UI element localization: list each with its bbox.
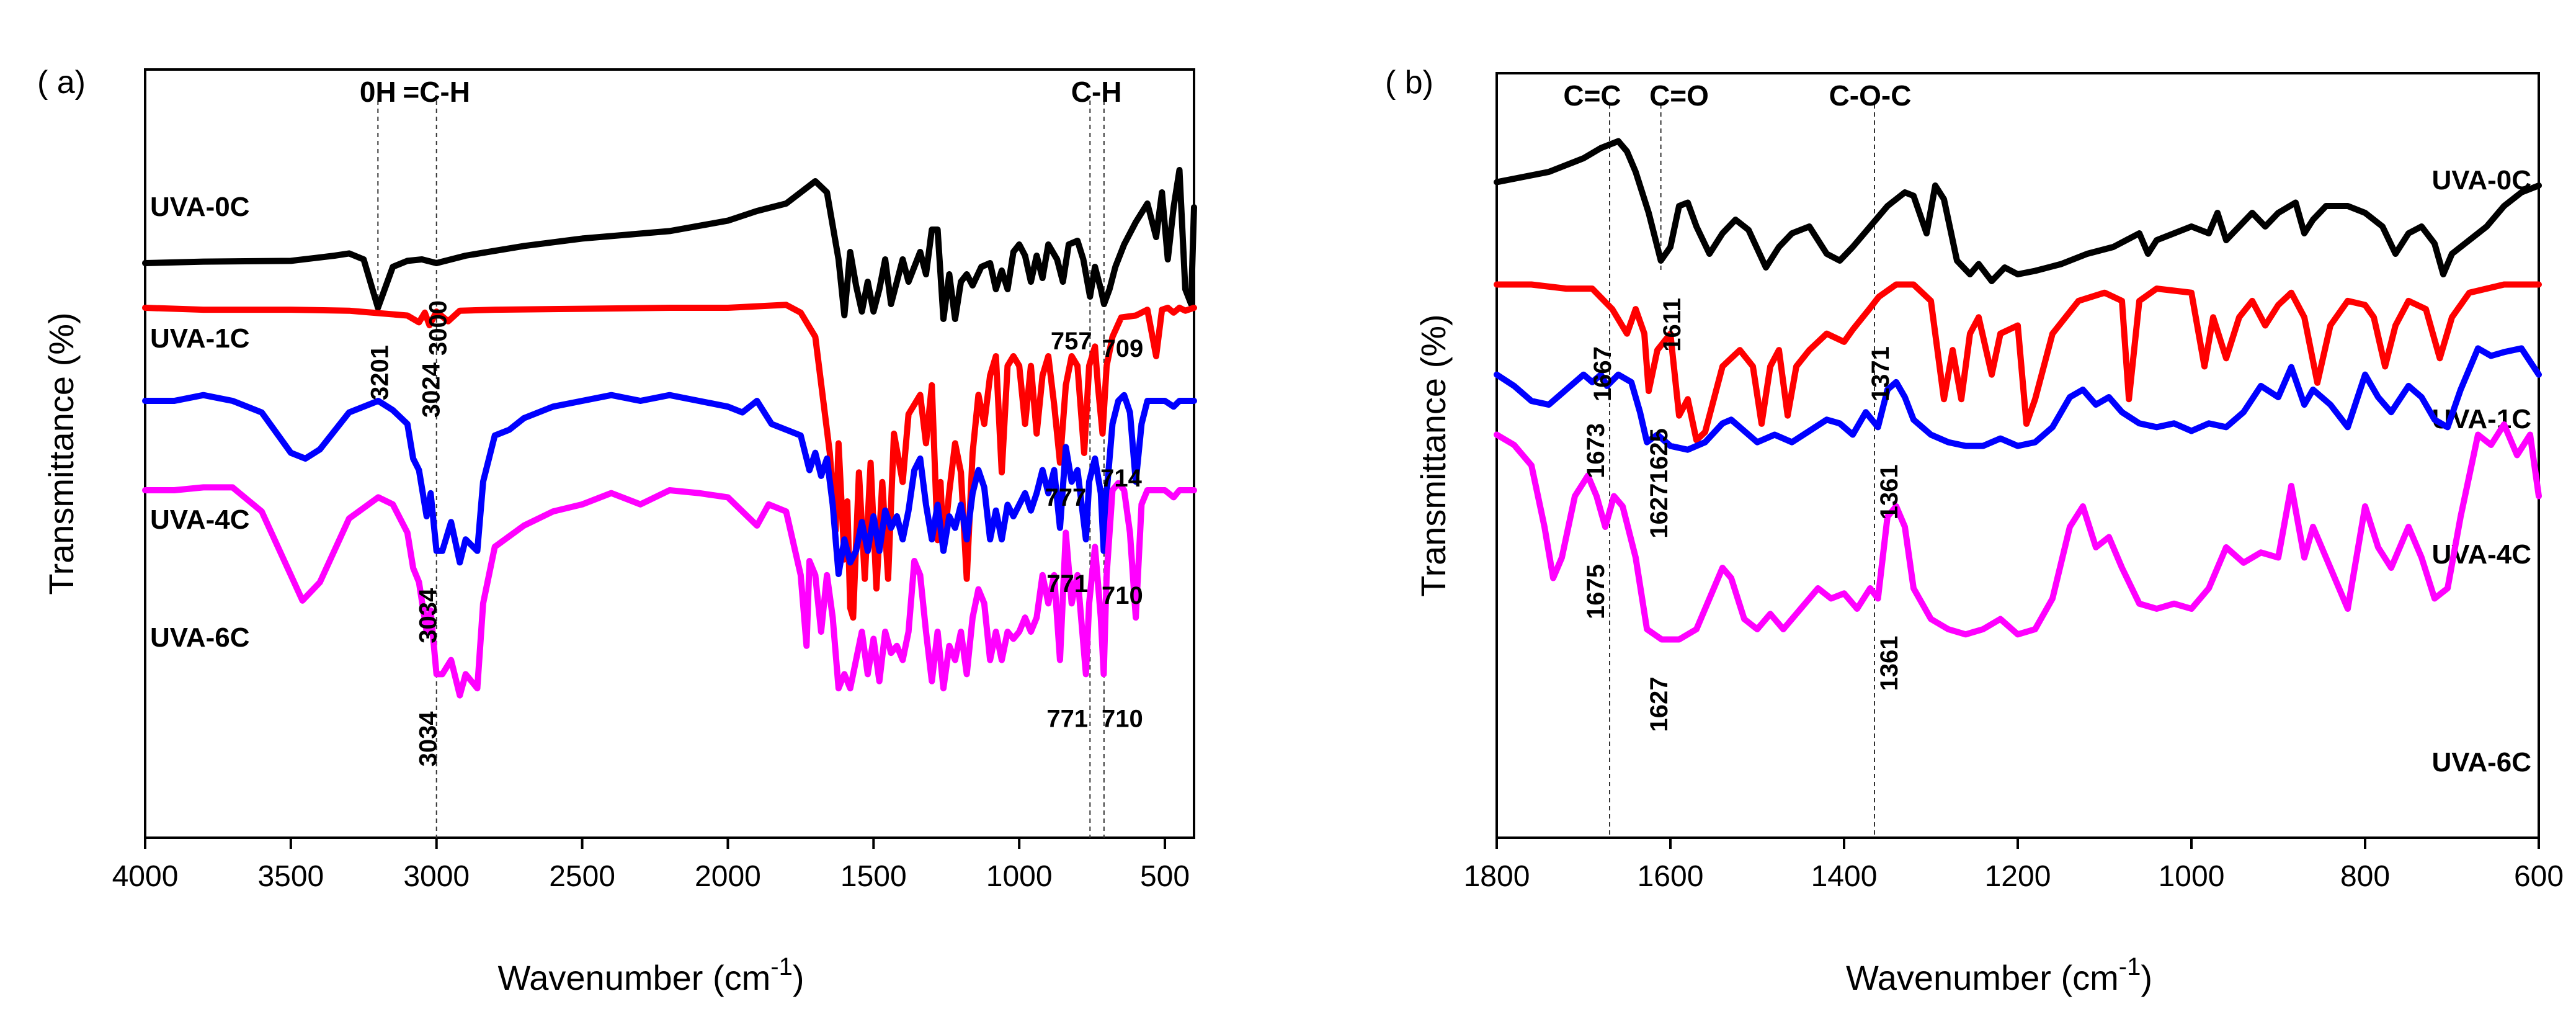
- x-tick-label: 1400: [1811, 860, 1878, 893]
- spectrum-line-uva-4c: [142, 392, 1197, 577]
- peak-label: 3034: [415, 588, 442, 644]
- peak-label: 1675: [1582, 564, 1610, 619]
- x-axis-title-main: Wavenumber (cm: [1846, 958, 2119, 997]
- spectrum-line-uva-0c: [1494, 138, 2542, 284]
- x-tick-label: 600: [2514, 860, 2564, 893]
- y-axis-title: Transmittance (%): [42, 312, 81, 594]
- spectrum-line-uva-6c: [1494, 421, 2542, 643]
- spectrum-line-uva-6c: [142, 480, 1197, 699]
- x-axis-title: Wavenumber (cm-1): [497, 953, 804, 997]
- peak-label: 1611: [1659, 298, 1686, 352]
- series-label: UVA-0C: [2431, 165, 2531, 195]
- y-axis-title: Transmittance (%): [1414, 314, 1453, 596]
- peak-label: 1627: [1646, 677, 1673, 732]
- spectrum-line-uva-1c: [142, 302, 1197, 621]
- x-tick-label: 3500: [257, 860, 324, 893]
- peak-label: 777: [1045, 484, 1087, 511]
- peak-label: 3024: [417, 362, 445, 418]
- spectrum-line-uva-0c: [142, 167, 1197, 322]
- peak-label: 1625: [1646, 428, 1673, 483]
- peak-label: 1371: [1867, 346, 1894, 401]
- x-tick-label: 3000: [403, 860, 470, 893]
- x-tick-label: 1200: [1985, 860, 2051, 893]
- series-label: UVA-1C: [150, 323, 250, 354]
- x-axis-title-superscript: -1: [770, 953, 793, 980]
- peak-label: 1673: [1582, 423, 1610, 478]
- x-tick-label: 4000: [112, 860, 179, 893]
- functional-group-label: C=O: [1649, 79, 1709, 112]
- functional-group-label: 0H: [360, 76, 396, 108]
- plot-frame: [144, 68, 1195, 839]
- peak-label: 1361: [1876, 636, 1903, 691]
- x-tick-label: 1000: [2159, 860, 2225, 893]
- panel-label: ( b): [1385, 65, 1433, 101]
- panel-label: ( a): [37, 65, 86, 101]
- series-label: UVA-0C: [150, 192, 250, 222]
- x-tick-label: 1000: [986, 860, 1053, 893]
- x-tick-label: 800: [2340, 860, 2390, 893]
- functional-group-label: =C-H: [403, 76, 470, 108]
- peak-label: 1667: [1589, 346, 1616, 401]
- panel-a: 4000 3500 3000 2500 2000 1500 1000 500 Wavenumbe…: [37, 65, 1197, 997]
- x-axis-title-close: ): [793, 958, 804, 997]
- peak-label: 3034: [415, 711, 442, 767]
- spectrum-line-uva-1c: [1494, 281, 2542, 444]
- x-tick-label: 2500: [549, 860, 615, 893]
- series-label: UVA-4C: [150, 505, 250, 535]
- peak-label: 709: [1102, 335, 1143, 362]
- series-label: UVA-4C: [2431, 539, 2531, 570]
- spectrum-line-uva-4c: [1494, 345, 2542, 453]
- functional-group-label: C-O-C: [1829, 79, 1912, 112]
- peak-label: 1627: [1646, 483, 1673, 539]
- peak-label: 757: [1051, 328, 1092, 355]
- x-axis-title: Wavenumber (cm-1): [1846, 953, 2152, 997]
- peak-label: 771: [1046, 705, 1088, 732]
- x-tick-label: 1600: [1638, 860, 1704, 893]
- x-axis-title-main: Wavenumber (cm: [497, 958, 770, 997]
- peak-label: 710: [1102, 705, 1143, 732]
- series-label: UVA-6C: [2431, 747, 2531, 778]
- functional-group-label: C=C: [1563, 79, 1621, 112]
- functional-group-label: C-H: [1071, 76, 1122, 108]
- peak-label: 710: [1102, 582, 1143, 609]
- x-tick-label: 500: [1140, 860, 1190, 893]
- peak-label: 3201: [366, 345, 393, 400]
- x-tick-label: 1800: [1464, 860, 1530, 893]
- panel-b: 1800 1600 1400 1200 1000 800 600 Wavenumber (cm…: [1385, 65, 2564, 997]
- peak-label: 714: [1100, 465, 1142, 492]
- peak-label: 1361: [1876, 464, 1903, 519]
- series-label: UVA-6C: [150, 622, 250, 653]
- peak-label: 3000: [425, 300, 452, 356]
- peak-label: 771: [1046, 570, 1088, 598]
- x-tick-label: 1500: [840, 860, 907, 893]
- x-axis-title-close: ): [2141, 958, 2152, 997]
- x-tick-label: 2000: [695, 860, 761, 893]
- x-axis-title-superscript: -1: [2119, 953, 2141, 980]
